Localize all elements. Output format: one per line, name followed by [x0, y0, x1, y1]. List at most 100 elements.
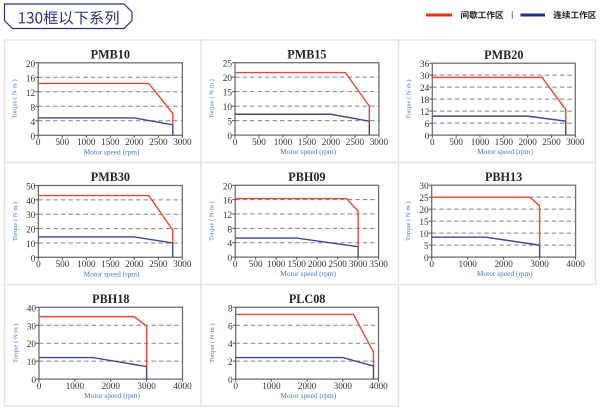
- svg-text:10: 10: [27, 358, 37, 368]
- svg-text:20: 20: [419, 206, 429, 216]
- svg-text:1000: 1000: [458, 259, 477, 269]
- svg-text:0: 0: [429, 259, 434, 269]
- svg-text:Torque ( N·m ): Torque ( N·m ): [209, 323, 216, 362]
- svg-text:3000: 3000: [566, 137, 585, 147]
- svg-text:24: 24: [420, 84, 430, 94]
- svg-text:2500: 2500: [346, 137, 365, 147]
- svg-text:4000: 4000: [173, 381, 192, 391]
- svg-text:PBH18: PBH18: [92, 292, 129, 306]
- svg-text:25: 25: [419, 194, 429, 204]
- svg-text:1000: 1000: [66, 381, 85, 391]
- svg-text:2: 2: [228, 358, 233, 368]
- svg-text:Motor speed (rpm): Motor speed (rpm): [477, 147, 533, 156]
- svg-text:8: 8: [228, 225, 233, 235]
- svg-text:Torque ( N·m ): Torque ( N·m ): [405, 201, 412, 240]
- svg-text:8: 8: [228, 304, 233, 314]
- svg-text:16: 16: [26, 74, 36, 84]
- svg-text:10: 10: [223, 103, 233, 113]
- svg-text:3000: 3000: [530, 259, 549, 269]
- svg-text:3000: 3000: [370, 137, 389, 147]
- svg-text:15: 15: [223, 89, 233, 99]
- svg-text:30: 30: [26, 211, 36, 221]
- svg-text:1500: 1500: [101, 137, 120, 147]
- svg-text:1000: 1000: [262, 381, 281, 391]
- svg-text:2000: 2000: [322, 137, 341, 147]
- svg-text:20: 20: [26, 60, 36, 70]
- svg-text:0: 0: [31, 254, 36, 264]
- svg-text:0: 0: [37, 381, 42, 391]
- svg-text:3000: 3000: [334, 381, 353, 391]
- svg-text:0: 0: [424, 254, 429, 264]
- svg-text:PBH09: PBH09: [288, 170, 325, 184]
- svg-text:2000: 2000: [125, 259, 144, 269]
- svg-text:2000: 2000: [298, 381, 317, 391]
- svg-text:Torque ( N·m ): Torque ( N·m ): [12, 202, 19, 241]
- svg-text:1500: 1500: [101, 259, 120, 269]
- svg-text:2000: 2000: [125, 137, 144, 147]
- svg-text:12: 12: [223, 211, 233, 221]
- svg-text:2000: 2000: [494, 259, 513, 269]
- svg-text:15: 15: [419, 218, 429, 228]
- svg-text:3000: 3000: [137, 381, 156, 391]
- svg-text:500: 500: [449, 137, 463, 147]
- svg-text:3000: 3000: [173, 259, 192, 269]
- svg-text:500: 500: [249, 259, 263, 269]
- svg-text:5: 5: [424, 242, 429, 252]
- svg-text:36: 36: [420, 60, 430, 70]
- svg-text:4: 4: [228, 240, 233, 250]
- svg-text:1000: 1000: [77, 137, 96, 147]
- svg-text:6: 6: [425, 120, 430, 130]
- svg-text:500: 500: [55, 137, 69, 147]
- svg-text:20: 20: [223, 182, 233, 192]
- svg-text:12: 12: [420, 108, 430, 118]
- svg-text:10: 10: [26, 240, 36, 250]
- svg-text:Motor speed (rpm): Motor speed (rpm): [84, 147, 140, 156]
- svg-text:Torque ( N·m ): Torque ( N·m ): [12, 323, 19, 362]
- svg-text:2000: 2000: [308, 259, 327, 269]
- svg-text:4000: 4000: [369, 381, 388, 391]
- svg-text:0: 0: [425, 132, 430, 142]
- svg-text:Motor speed (rpm): Motor speed (rpm): [280, 391, 336, 400]
- svg-text:20: 20: [27, 340, 37, 350]
- svg-text:0: 0: [233, 137, 238, 147]
- svg-text:PLC08: PLC08: [289, 292, 326, 306]
- svg-text:5: 5: [227, 118, 232, 128]
- svg-text:20: 20: [223, 74, 233, 84]
- svg-text:6: 6: [228, 322, 233, 332]
- svg-text:0: 0: [36, 259, 41, 269]
- svg-text:PMB20: PMB20: [484, 48, 523, 62]
- svg-text:3000: 3000: [349, 259, 368, 269]
- svg-text:30: 30: [420, 72, 430, 82]
- svg-text:4: 4: [228, 340, 233, 350]
- svg-text:PMB10: PMB10: [91, 47, 130, 61]
- svg-text:1000: 1000: [471, 137, 490, 147]
- svg-text:Motor speed (rpm): Motor speed (rpm): [280, 269, 336, 278]
- svg-text:PMB30: PMB30: [91, 170, 130, 184]
- svg-text:0: 0: [233, 259, 238, 269]
- svg-text:2000: 2000: [518, 137, 537, 147]
- svg-text:2500: 2500: [328, 259, 347, 269]
- svg-text:1500: 1500: [298, 137, 317, 147]
- svg-text:1000: 1000: [267, 259, 286, 269]
- svg-text:Motor speed (rpm): Motor speed (rpm): [84, 391, 140, 400]
- svg-text:40: 40: [27, 304, 37, 314]
- svg-text:PMB15: PMB15: [287, 47, 326, 61]
- svg-text:0: 0: [233, 381, 238, 391]
- svg-text:2500: 2500: [542, 137, 561, 147]
- svg-text:40: 40: [26, 197, 36, 207]
- svg-text:0: 0: [31, 132, 36, 142]
- svg-text:4: 4: [31, 118, 36, 128]
- svg-text:1000: 1000: [77, 259, 96, 269]
- svg-text:Torque ( N·m ): Torque ( N·m ): [406, 79, 413, 118]
- svg-text:PBH13: PBH13: [485, 170, 522, 184]
- svg-text:1500: 1500: [287, 259, 306, 269]
- svg-text:Motor speed (rpm): Motor speed (rpm): [477, 269, 533, 278]
- svg-text:2500: 2500: [149, 137, 168, 147]
- svg-text:30: 30: [419, 182, 429, 192]
- svg-text:2000: 2000: [102, 381, 121, 391]
- svg-text:0: 0: [228, 376, 233, 386]
- svg-text:Torque ( N·m ): Torque ( N·m ): [209, 201, 216, 240]
- svg-text:1500: 1500: [495, 137, 514, 147]
- svg-text:30: 30: [27, 322, 37, 332]
- svg-text:Motor speed (rpm): Motor speed (rpm): [280, 147, 336, 156]
